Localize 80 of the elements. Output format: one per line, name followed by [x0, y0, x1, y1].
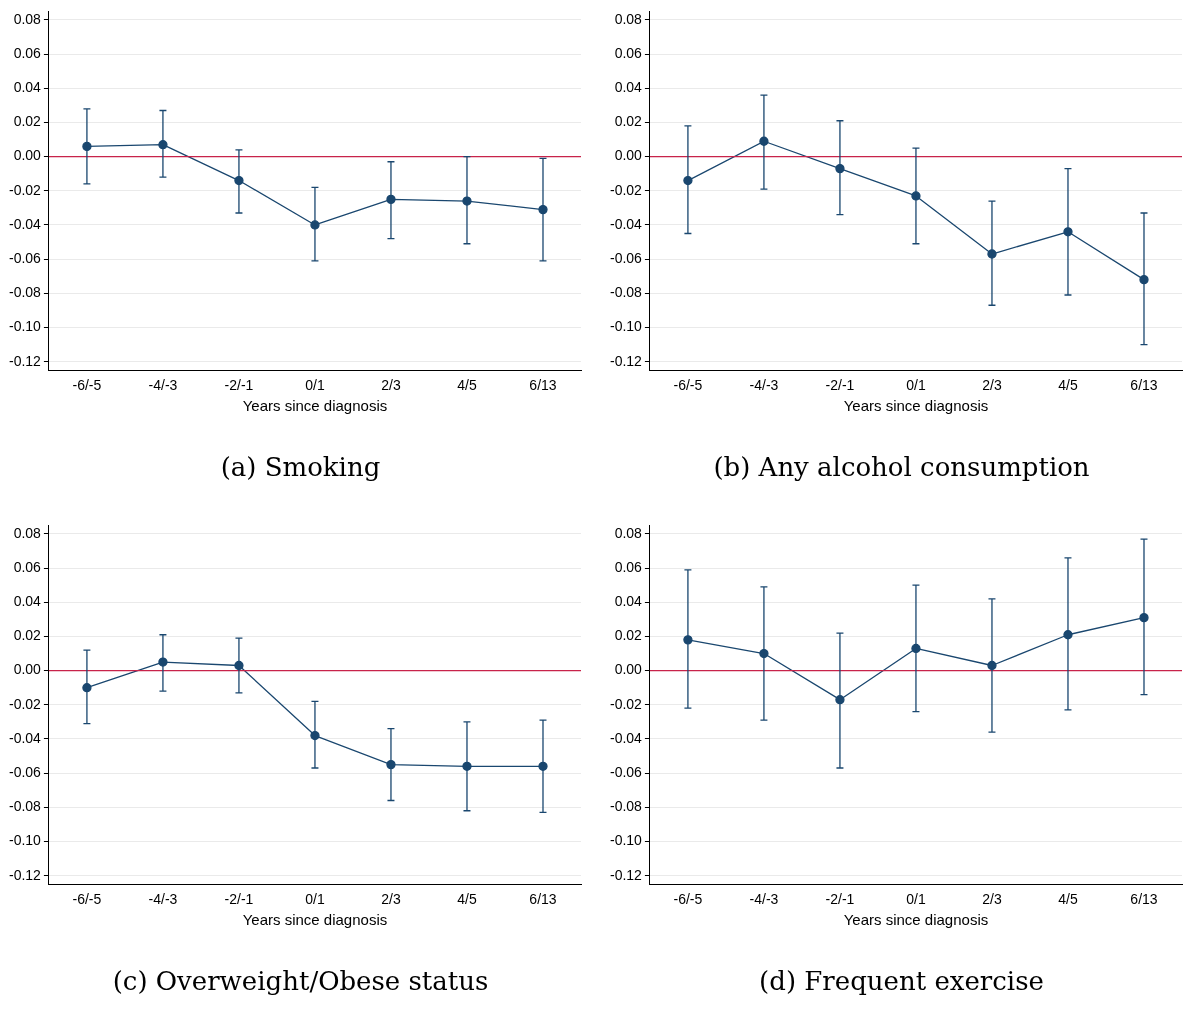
y-tick-label: 0.02	[614, 113, 643, 130]
text: (b) Any alcohol consumption	[712, 452, 1091, 482]
x-tick-label: 2/3	[982, 891, 1002, 908]
y-tick-label: -0.06	[609, 250, 643, 266]
y-tick-label: 0.04	[614, 593, 643, 610]
x-tick-label: 6/13	[529, 891, 557, 908]
y-tick-label: 0.04	[614, 79, 643, 96]
x-axis-title: Years since diagnosis	[242, 397, 388, 415]
x-tick-label: 0/1	[305, 377, 325, 394]
y-tick-label: -0.08	[609, 798, 643, 815]
y-tick-label: -0.10	[8, 318, 42, 335]
x-tick-label: -6/-5	[72, 891, 102, 908]
x-axis-title: Years since diagnosis	[843, 397, 989, 415]
y-tick-label: -0.02	[8, 181, 42, 198]
y-tick-label: -0.10	[8, 832, 42, 849]
y-tick-label: 0.06	[13, 44, 42, 61]
x-axis-title: Years since diagnosis	[843, 911, 989, 929]
x-tick-label: 6/13	[1130, 377, 1158, 394]
x-tick-label: -4/-3	[148, 891, 178, 908]
y-tick-label: -0.04	[609, 215, 643, 232]
x-tick-label: 4/5	[457, 891, 477, 908]
y-tick-label: -0.02	[609, 181, 643, 198]
y-tick-label: 0.00	[13, 661, 42, 678]
y-tick-label: 0.00	[13, 147, 42, 164]
x-tick-label: -2/-1	[224, 377, 254, 394]
y-tick-label: -0.08	[609, 284, 643, 301]
y-tick-label: -0.12	[8, 352, 42, 369]
x-tick-label: 4/5	[1058, 377, 1078, 394]
x-tick-label: -4/-3	[749, 377, 779, 394]
x-tick-label: 2/3	[381, 377, 401, 394]
y-tick-label: 0.00	[614, 147, 643, 164]
y-tick-label: -0.10	[609, 832, 643, 849]
x-axis-title: Years since diagnosis	[242, 911, 388, 929]
y-tick-label: -0.12	[609, 866, 643, 883]
x-tick-label: 6/13	[1130, 891, 1158, 908]
y-tick-label: -0.06	[609, 764, 643, 780]
y-tick-label: -0.04	[8, 729, 42, 746]
x-tick-label: 2/3	[982, 377, 1002, 394]
x-tick-label: -2/-1	[825, 891, 855, 908]
text: (d) Frequent exercise	[758, 966, 1045, 996]
x-tick-label: -2/-1	[224, 891, 254, 908]
y-tick-label: -0.06	[8, 764, 42, 780]
y-tick-label: -0.02	[8, 695, 42, 712]
text: (a) Smoking	[219, 452, 382, 482]
x-tick-label: 6/13	[529, 377, 557, 394]
y-tick-label: -0.10	[609, 318, 643, 335]
x-tick-label: 0/1	[305, 891, 325, 908]
x-tick-label: 0/1	[906, 377, 926, 394]
y-tick-label: -0.12	[8, 866, 42, 883]
y-tick-label: -0.08	[8, 798, 42, 815]
y-tick-label: -0.04	[609, 729, 643, 746]
x-tick-label: 2/3	[381, 891, 401, 908]
y-tick-label: 0.08	[13, 524, 42, 541]
y-tick-label: 0.08	[614, 10, 643, 27]
y-tick-label: -0.02	[609, 695, 643, 712]
x-tick-label: 0/1	[906, 891, 926, 908]
x-tick-label: -6/-5	[673, 377, 703, 394]
y-tick-label: 0.02	[13, 113, 42, 130]
x-tick-label: -6/-5	[72, 377, 102, 394]
y-tick-label: -0.12	[609, 352, 643, 369]
y-tick-label: -0.08	[8, 284, 42, 301]
y-tick-label: -0.06	[8, 250, 42, 266]
y-tick-label: 0.04	[13, 79, 42, 96]
y-tick-label: 0.06	[614, 558, 643, 575]
y-tick-label: 0.02	[614, 627, 643, 644]
x-tick-label: -2/-1	[825, 377, 855, 394]
y-tick-label: 0.06	[614, 44, 643, 61]
x-tick-label: 4/5	[457, 377, 477, 394]
y-tick-label: 0.04	[13, 593, 42, 610]
x-tick-label: -4/-3	[749, 891, 779, 908]
x-tick-label: -6/-5	[673, 891, 703, 908]
text: (c) Overweight/Obese status	[111, 966, 490, 996]
y-tick-label: 0.02	[13, 627, 42, 644]
x-tick-label: -4/-3	[148, 377, 178, 394]
x-tick-label: 4/5	[1058, 891, 1078, 908]
y-tick-label: 0.08	[13, 10, 42, 27]
y-tick-label: -0.04	[8, 215, 42, 232]
y-tick-label: 0.08	[614, 524, 643, 541]
y-tick-label: 0.00	[614, 661, 643, 678]
y-tick-label: 0.06	[13, 558, 42, 575]
